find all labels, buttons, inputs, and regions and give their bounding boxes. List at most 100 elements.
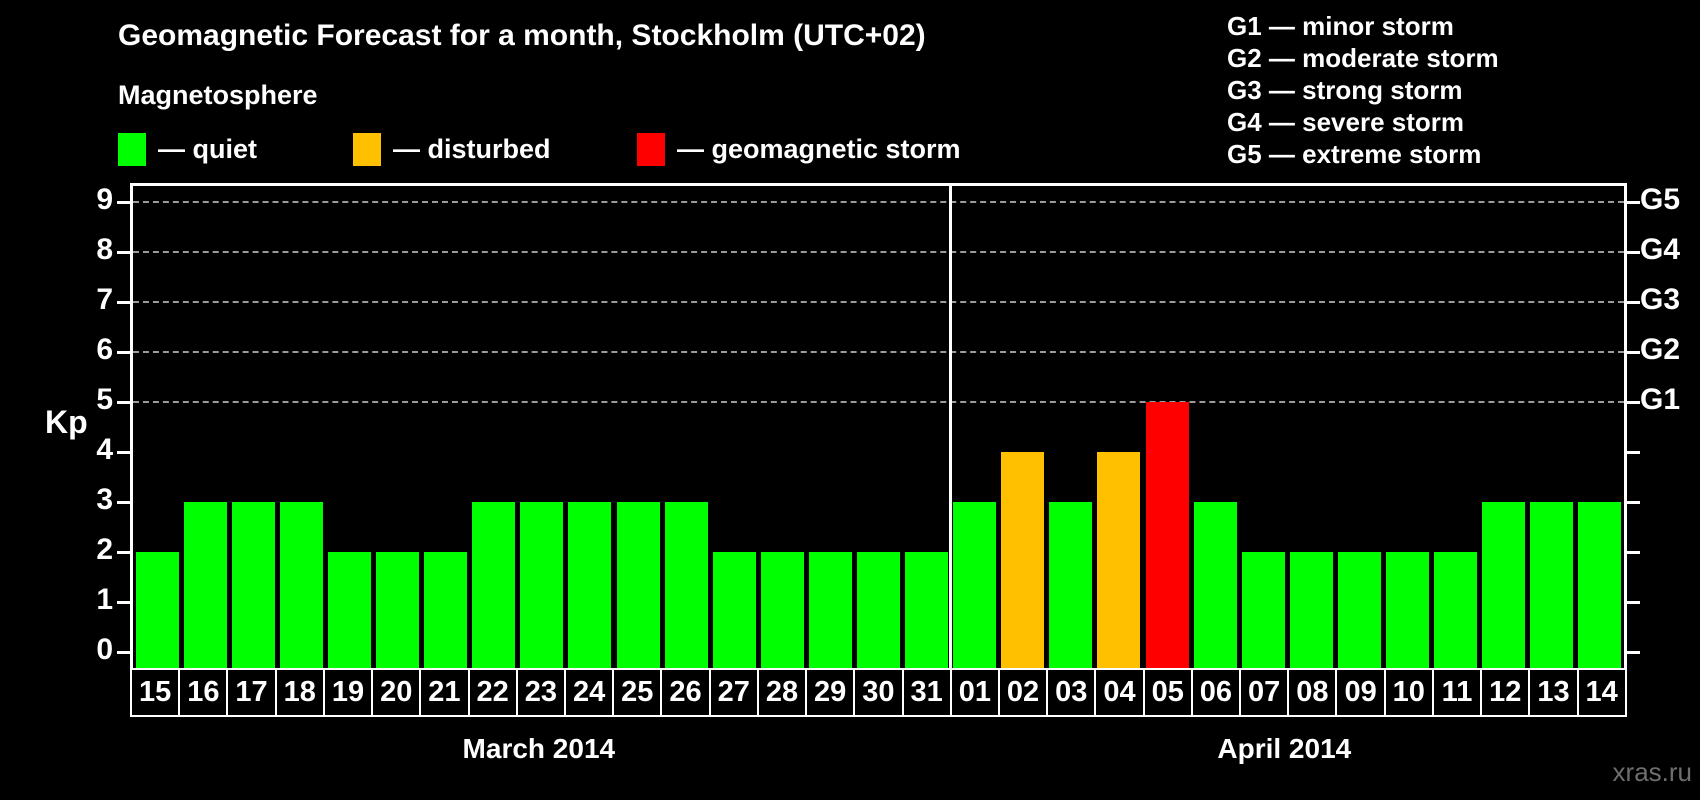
day-cell: 22 [469,670,518,715]
day-cell: 27 [710,670,759,715]
kp-bar-day-26 [664,502,708,668]
kp-bar-day-28 [760,552,804,668]
legend-label-storm: — geomagnetic storm [677,133,961,164]
day-cell: 15 [132,670,181,715]
legend-item-storm: — geomagnetic storm [637,131,961,167]
month-label: March 2014 [462,733,616,764]
day-cell: 26 [662,670,711,715]
g-level-label-g5: G5 [1640,183,1681,216]
kp-bar-day-24 [568,502,612,668]
kp-bar-day-06 [1193,502,1237,668]
legend-item-disturbed: — disturbed [353,131,551,167]
g-level-label-g3: G3 [1640,283,1681,316]
disturbed-color-swatch [353,132,381,166]
y-tick-label: 1 [96,583,113,616]
gridline-kp-7 [133,301,1624,303]
day-cell: 02 [999,670,1049,715]
kp-bar-day-05 [1145,402,1189,668]
kp-bar-day-20 [376,552,420,668]
gridline-kp-9 [133,201,1624,203]
left-tick-kp-6 [117,350,130,354]
day-cell: 06 [1192,670,1242,715]
y-tick-label: 7 [96,283,113,316]
kp-bar-day-15 [135,552,179,668]
day-cell: 16 [180,670,229,715]
y-tick-label: 6 [96,333,113,366]
day-cell: 11 [1433,670,1483,715]
right-tick-kp-3 [1627,500,1640,504]
y-tick-label: 9 [96,183,113,216]
right-tick-kp-5 [1627,400,1640,404]
kp-bar-day-08 [1289,552,1333,668]
gridline-kp-8 [133,251,1624,253]
magnetosphere-label: Magnetosphere [118,80,318,110]
left-tick-kp-7 [117,300,130,304]
legend-label-disturbed: — disturbed [393,133,551,164]
kp-bar-day-07 [1241,552,1285,668]
left-tick-kp-1 [117,600,130,604]
day-cell: 04 [1096,670,1145,715]
day-cell: 13 [1530,670,1579,715]
watermark: xras.ru [1612,757,1692,787]
kp-bar-day-17 [231,502,275,668]
day-cell: 17 [228,670,277,715]
left-tick-kp-3 [117,500,130,504]
kp-bar-day-31 [905,552,949,668]
kp-bar-day-16 [183,502,227,668]
y-tick-label: 8 [96,233,113,266]
right-tick-kp-2 [1627,550,1640,554]
kp-bar-day-09 [1337,552,1381,668]
gridline-kp-6 [133,351,1624,353]
day-cell: 07 [1241,670,1290,715]
kp-bar-day-13 [1530,502,1574,668]
y-axis-title: Kp [45,404,88,440]
day-cell: 03 [1048,670,1097,715]
left-tick-kp-2 [117,550,130,554]
day-cell: 31 [903,670,952,715]
kp-bar-day-22 [472,502,516,668]
y-tick-label: 3 [96,483,113,516]
g-level-label-g1: G1 [1640,383,1681,416]
kp-bar-day-21 [424,552,468,668]
kp-bar-day-10 [1386,552,1430,668]
kp-bar-day-14 [1578,502,1622,668]
right-tick-kp-0 [1627,650,1640,654]
right-tick-kp-4 [1627,450,1640,454]
day-cell: 09 [1337,670,1386,715]
legend-item-quiet: — quiet [118,131,257,167]
storm-color-swatch [637,132,665,166]
day-cell: 19 [324,670,374,715]
kp-bar-day-29 [808,552,852,668]
chart-title: Geomagnetic Forecast for a month, Stockh… [118,19,926,52]
y-tick-label: 4 [96,433,113,466]
kp-bar-day-18 [279,502,323,668]
y-tick-label: 2 [96,533,113,566]
day-cell: 10 [1385,670,1434,715]
left-tick-kp-4 [117,450,130,454]
day-cell: 05 [1144,670,1193,715]
g-legend-line: G4 — severe storm [1227,107,1465,137]
g-legend-line: G1 — minor storm [1227,11,1454,41]
day-axis: 15 16 17 18 19 20 21 22 23 24 25 26 27 28 29 30 31 01 02 03… [130,668,1627,717]
kp-bar-day-27 [712,552,756,668]
gridline-kp-5 [133,401,1624,403]
day-cell: 23 [517,670,566,715]
left-tick-kp-0 [117,650,130,654]
kp-bar-day-19 [327,552,371,668]
left-tick-kp-8 [117,250,130,254]
right-tick-kp-1 [1627,600,1640,604]
day-cell: 20 [373,670,422,715]
day-cell: 08 [1289,670,1338,715]
kp-bar-day-12 [1482,502,1526,668]
kp-bar-day-02 [1001,452,1045,668]
y-tick-label: 5 [96,383,113,416]
g-scale-legend: G1 — minor storm G2 — moderate storm G3 — … [1227,10,1499,170]
g-legend-line: G2 — moderate storm [1227,43,1499,73]
y-tick-label: 0 [96,633,113,666]
kp-bar-day-11 [1434,552,1478,668]
kp-bar-day-03 [1049,502,1093,668]
g-level-label-g2: G2 [1640,333,1681,366]
day-cell: 28 [758,670,808,715]
kp-bar-day-23 [520,502,564,668]
